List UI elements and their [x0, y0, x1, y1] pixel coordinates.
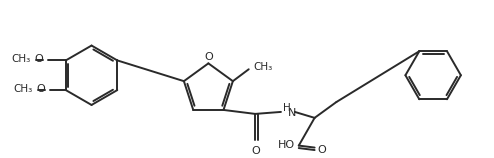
Text: O: O — [36, 84, 45, 94]
Text: HO: HO — [278, 140, 295, 150]
Text: O: O — [252, 146, 260, 156]
Text: H: H — [283, 103, 291, 113]
Text: CH₃: CH₃ — [13, 84, 32, 94]
Text: CH₃: CH₃ — [253, 62, 273, 72]
Text: O: O — [34, 54, 43, 64]
Text: N: N — [288, 108, 296, 118]
Text: CH₃: CH₃ — [11, 54, 30, 64]
Text: O: O — [204, 52, 213, 62]
Text: O: O — [318, 145, 327, 155]
